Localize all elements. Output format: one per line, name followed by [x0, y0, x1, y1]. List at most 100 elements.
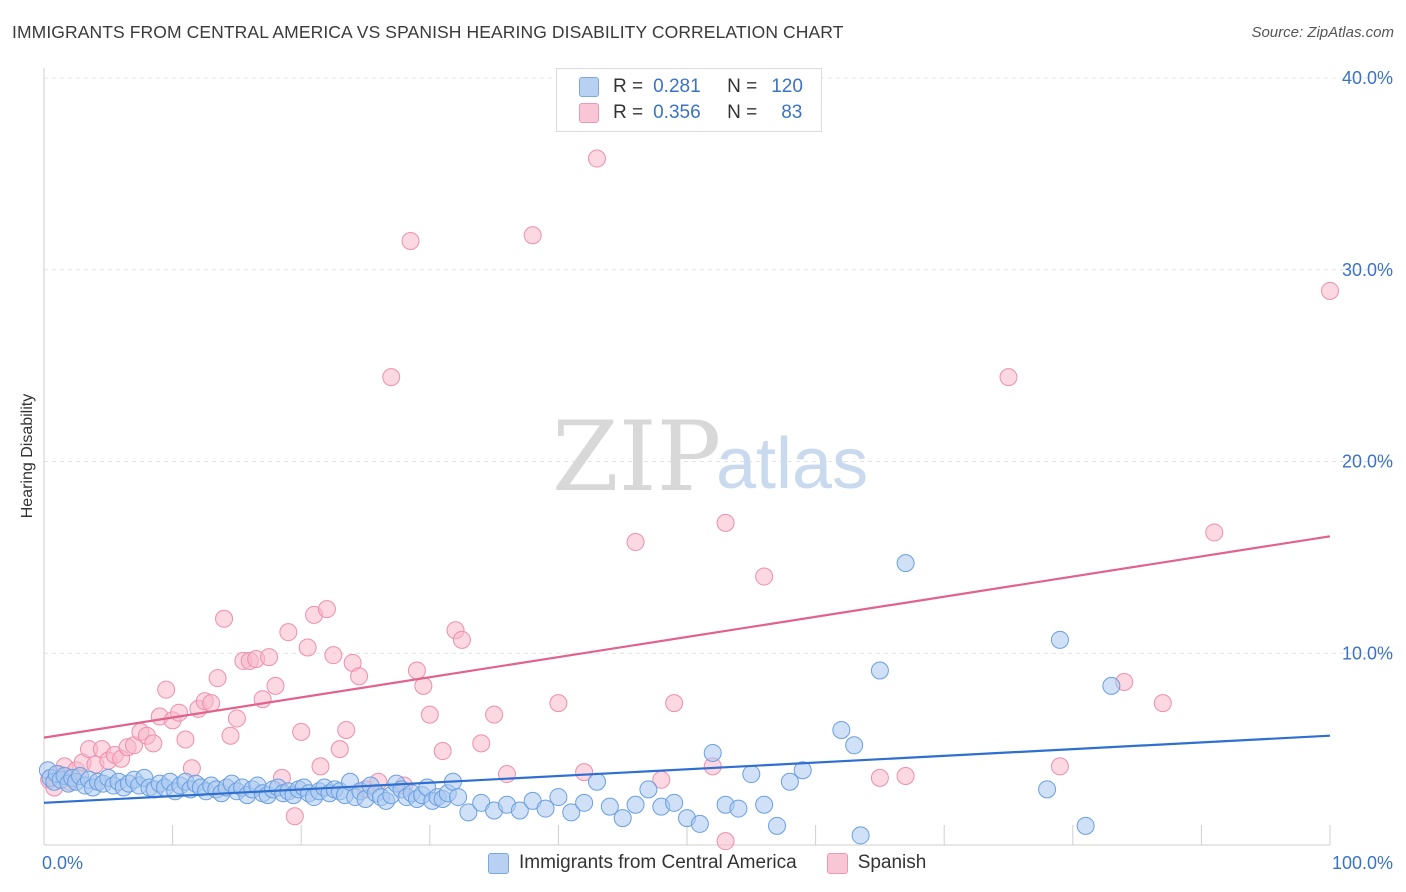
point-spanish [999, 368, 1018, 387]
point-spanish [485, 705, 504, 724]
legend-swatch-pink [826, 852, 848, 874]
watermark-atlas: atlas [716, 424, 868, 504]
legend-n-value: 120 [771, 76, 803, 97]
point-central-america [665, 793, 684, 812]
point-spanish [870, 768, 889, 787]
trend-line-spanish [43, 535, 1331, 739]
x-tick-label: 100.0% [1332, 853, 1393, 873]
legend-r-label: R = [613, 76, 644, 97]
point-spanish [170, 703, 189, 722]
point-spanish [433, 742, 452, 761]
point-central-america [703, 743, 722, 762]
point-spanish [292, 722, 311, 741]
point-spanish [716, 832, 735, 851]
point-spanish [452, 630, 471, 649]
legend-label-central-america: Immigrants from Central America [519, 852, 797, 873]
point-central-america [845, 736, 864, 755]
point-central-america [536, 799, 555, 818]
x-tick-label: 0.0% [42, 853, 83, 873]
point-spanish [221, 726, 240, 745]
legend-n-label: N = [727, 102, 758, 123]
point-spanish [227, 709, 246, 728]
point-spanish [382, 368, 401, 387]
point-spanish [202, 694, 221, 713]
point-spanish [755, 567, 774, 586]
point-central-america [587, 772, 606, 791]
point-spanish [420, 705, 439, 724]
point-central-america [562, 803, 581, 822]
point-spanish [401, 231, 420, 250]
point-central-america [742, 765, 761, 784]
legend-n-label: N = [727, 76, 758, 97]
legend-r-value: 0.356 [653, 102, 701, 123]
point-spanish [260, 648, 279, 667]
legend-n-value: 83 [781, 102, 803, 123]
point-central-america [729, 799, 748, 818]
trend-lines [43, 535, 1331, 804]
chart-title: IMMIGRANTS FROM CENTRAL AMERICA VS SPANI… [12, 22, 844, 42]
point-spanish [285, 807, 304, 826]
point-central-america [1102, 676, 1121, 695]
point-central-america [1076, 816, 1095, 835]
legend-item-spanish: Spanish [826, 852, 927, 874]
series-legend: Immigrants from Central America Spanish [488, 852, 956, 874]
point-spanish [215, 609, 234, 628]
y-tick-label: 20.0% [1342, 452, 1393, 472]
point-central-america [793, 761, 812, 780]
point-spanish [337, 720, 356, 739]
legend-label-spanish: Spanish [857, 852, 927, 873]
point-spanish [716, 513, 735, 532]
point-spanish [1205, 523, 1224, 542]
legend-swatch-blue [579, 77, 599, 97]
grid-lines [44, 77, 1392, 654]
point-central-america [1038, 780, 1057, 799]
point-central-america [851, 826, 870, 845]
point-spanish [157, 680, 176, 699]
point-central-america [449, 788, 468, 807]
point-central-america [896, 554, 915, 573]
point-spanish [472, 734, 491, 753]
point-spanish [407, 661, 426, 680]
legend-row-pink: R = 0.356 N = 83 [579, 101, 802, 125]
axes [43, 68, 1331, 846]
point-spanish [298, 638, 317, 657]
point-central-america [755, 795, 774, 814]
data-points [38, 149, 1339, 851]
point-spanish [575, 763, 594, 782]
watermark-zip: ZIP [552, 401, 721, 513]
point-central-america [600, 797, 619, 816]
point-spanish [1321, 281, 1339, 300]
watermark: ZIP atlas [552, 401, 868, 513]
point-spanish [266, 676, 285, 695]
point-central-america [613, 809, 632, 828]
point-spanish [311, 757, 330, 776]
point-central-america [780, 772, 799, 791]
point-spanish [208, 669, 227, 688]
legend-r-label: R = [613, 102, 644, 123]
point-spanish [1153, 694, 1172, 713]
source-label: Source: ZipAtlas.com [1251, 24, 1394, 41]
point-spanish [896, 766, 915, 785]
point-spanish [350, 667, 369, 686]
y-tick-label: 30.0% [1342, 260, 1393, 280]
point-central-america [832, 720, 851, 739]
point-central-america [510, 801, 529, 820]
point-central-america [549, 788, 568, 807]
tick-labels: 10.0% 20.0% 30.0% 40.0% 0.0% 100.0% [42, 68, 1393, 873]
point-spanish [279, 623, 298, 642]
point-central-america [459, 803, 478, 822]
legend-item-central-america: Immigrants from Central America [488, 852, 797, 874]
legend-swatch-blue [488, 852, 509, 874]
legend-row-blue: R = 0.281 N = 120 [579, 75, 803, 99]
point-central-america [768, 816, 787, 835]
point-central-america [870, 661, 889, 680]
point-spanish [330, 740, 349, 759]
y-tick-label: 10.0% [1342, 643, 1393, 663]
point-central-america [1050, 630, 1069, 649]
point-spanish [324, 646, 343, 665]
point-central-america [690, 814, 709, 833]
point-spanish [317, 600, 336, 619]
point-spanish [176, 730, 195, 749]
correlation-legend: R = 0.281 N = 120 R = 0.356 N = 83 [556, 68, 822, 132]
